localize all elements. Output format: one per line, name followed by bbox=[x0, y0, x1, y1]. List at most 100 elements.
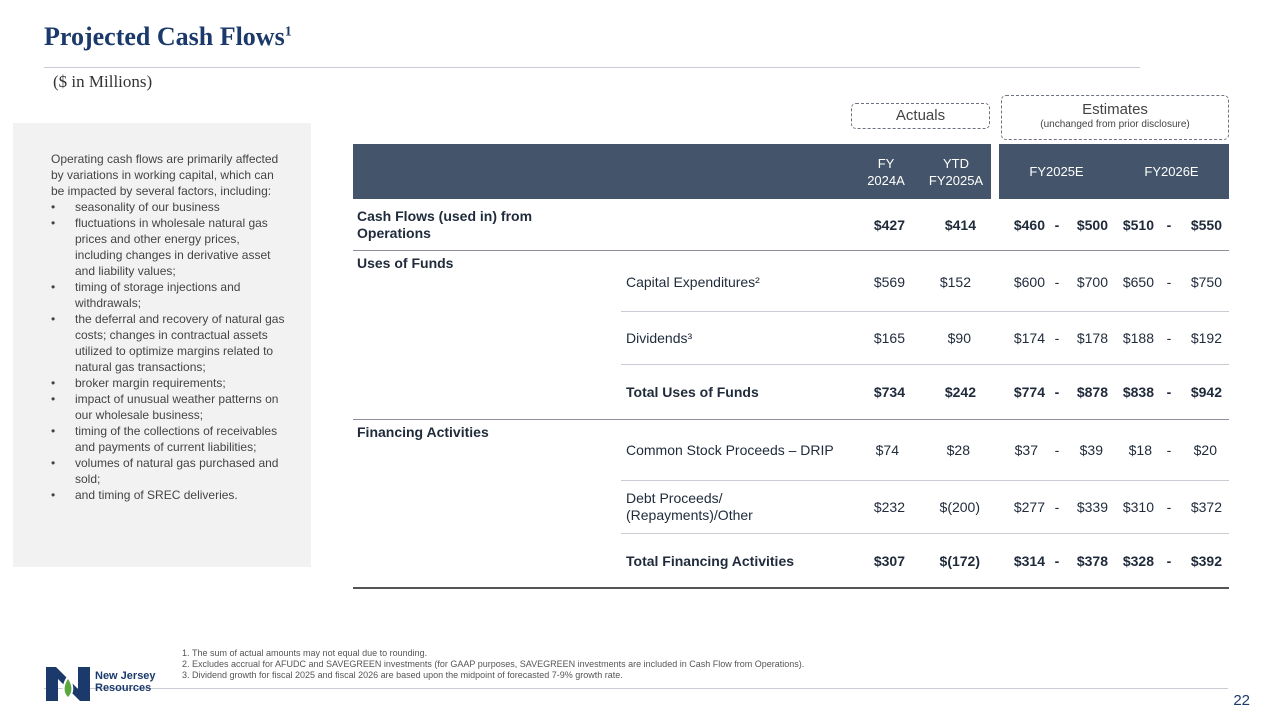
table-header-actuals: FY 2024A YTD FY2025A bbox=[353, 144, 991, 199]
cell-ops-ytd: $414 bbox=[944, 217, 976, 233]
cell-total-uses-e25-low: $774 bbox=[1013, 384, 1045, 400]
sidebar-bullet: seasonality of our business bbox=[51, 199, 285, 215]
cell-ops-e26-high: $550 bbox=[1190, 217, 1222, 233]
estimates-group-label: Estimates (unchanged from prior disclosu… bbox=[1001, 95, 1229, 140]
cell-dividends-e26-low: $188 bbox=[1122, 330, 1154, 346]
range-separator: - bbox=[1166, 217, 1172, 233]
cell-drip-fy24: $74 bbox=[875, 442, 899, 458]
page-title: Projected Cash Flows1 bbox=[44, 22, 292, 52]
sidebar-bullet-list: seasonality of our business fluctuations… bbox=[51, 199, 285, 503]
cell-total-uses-fy24: $734 bbox=[873, 384, 905, 400]
row-label-line: Operations bbox=[357, 225, 431, 241]
range-separator: - bbox=[1054, 217, 1060, 233]
cell-debt-e26-low: $310 bbox=[1122, 499, 1154, 515]
sidebar-bullet: fluctuations in wholesale natural gas pr… bbox=[51, 215, 285, 279]
cell-drip-e25-high: $39 bbox=[1079, 442, 1103, 458]
cell-total-fin-fy24: $307 bbox=[873, 553, 905, 569]
cell-total-fin-e25-high: $378 bbox=[1076, 553, 1108, 569]
cell-debt-e25-low: $277 bbox=[1013, 499, 1045, 515]
cell-dividends-e25-high: $178 bbox=[1076, 330, 1108, 346]
table-divider bbox=[621, 533, 1229, 534]
footer-divider bbox=[44, 688, 1228, 689]
logo-line: New Jersey bbox=[95, 670, 156, 682]
table-header-estimates: FY2025E FY2026E bbox=[999, 144, 1229, 199]
sidebar-bullet: impact of unusual weather patterns on ou… bbox=[51, 391, 285, 423]
cell-capex-fy24: $569 bbox=[873, 274, 905, 290]
cell-debt-fy24: $232 bbox=[873, 499, 905, 515]
sidebar-bullet: timing of storage injections and withdra… bbox=[51, 279, 285, 311]
column-header-fy2026e: FY2026E bbox=[1144, 164, 1199, 179]
row-label-debt: Debt Proceeds/(Repayments)/Other bbox=[626, 489, 753, 525]
range-separator: - bbox=[1054, 553, 1060, 569]
cell-ops-e25-low: $460 bbox=[1013, 217, 1045, 233]
row-label-line: Debt Proceeds/ bbox=[626, 490, 723, 506]
cell-total-fin-ytd: $(172) bbox=[939, 553, 980, 569]
cell-total-uses-e25-high: $878 bbox=[1076, 384, 1108, 400]
range-separator: - bbox=[1054, 384, 1060, 400]
cell-total-uses-e26-low: $838 bbox=[1122, 384, 1154, 400]
sidebar-note: Operating cash flows are primarily affec… bbox=[13, 123, 311, 567]
column-header-line: FY2025A bbox=[928, 172, 984, 188]
sidebar-bullet: and timing of SREC deliveries. bbox=[51, 487, 285, 503]
company-logo: New Jersey Resources bbox=[44, 663, 156, 701]
cell-total-fin-e26-high: $392 bbox=[1190, 553, 1222, 569]
table-bottom-border bbox=[353, 587, 1229, 589]
range-separator: - bbox=[1166, 553, 1172, 569]
cell-dividends-e26-high: $192 bbox=[1190, 330, 1222, 346]
cell-capex-e26-high: $750 bbox=[1190, 274, 1222, 290]
cell-debt-ytd: $(200) bbox=[939, 499, 980, 515]
cell-ops-e26-low: $510 bbox=[1122, 217, 1154, 233]
range-separator: - bbox=[1166, 499, 1172, 515]
page-subtitle: ($ in Millions) bbox=[53, 72, 153, 91]
row-label-operations: Cash Flows (used in) from Operations bbox=[357, 208, 532, 242]
range-separator: - bbox=[1054, 499, 1060, 515]
footnote: The sum of actual amounts may not equal … bbox=[192, 648, 804, 659]
range-separator: - bbox=[1166, 274, 1172, 290]
column-header-line: 2024A bbox=[867, 172, 905, 188]
estimates-title: Estimates bbox=[1082, 101, 1148, 118]
range-separator: - bbox=[1054, 330, 1060, 346]
table-divider bbox=[621, 480, 1229, 481]
cell-dividends-ytd: $90 bbox=[947, 330, 971, 346]
cell-capex-e25-high: $700 bbox=[1076, 274, 1108, 290]
row-label-dividends: Dividends³ bbox=[626, 330, 693, 346]
row-label-line: (Repayments)/Other bbox=[626, 507, 753, 523]
cell-debt-e25-high: $339 bbox=[1076, 499, 1108, 515]
cell-capex-ytd: $152 bbox=[939, 274, 971, 290]
range-separator: - bbox=[1166, 442, 1172, 458]
title-divider bbox=[44, 67, 1140, 68]
cell-ops-e25-high: $500 bbox=[1076, 217, 1108, 233]
cell-dividends-fy24: $165 bbox=[873, 330, 905, 346]
table-divider bbox=[353, 419, 1229, 420]
njr-logo-icon bbox=[46, 667, 90, 701]
range-separator: - bbox=[1054, 442, 1060, 458]
page-number: 22 bbox=[1233, 692, 1250, 709]
cell-drip-e26-high: $20 bbox=[1193, 442, 1217, 458]
row-label-total-financing: Total Financing Activities bbox=[626, 553, 795, 569]
sidebar-intro: Operating cash flows are primarily affec… bbox=[51, 152, 279, 198]
logo-line: Resources bbox=[95, 682, 152, 694]
cell-dividends-e25-low: $174 bbox=[1013, 330, 1045, 346]
footnotes: The sum of actual amounts may not equal … bbox=[172, 648, 804, 681]
column-header-fy2024a: FY 2024A bbox=[851, 155, 921, 189]
table-divider bbox=[621, 311, 1229, 312]
column-header-line: FY bbox=[877, 155, 895, 171]
range-separator: - bbox=[1054, 274, 1060, 290]
column-header-fy2025e: FY2025E bbox=[1029, 164, 1084, 179]
row-label-drip: Common Stock Proceeds – DRIP bbox=[626, 442, 834, 458]
actuals-group-label: Actuals bbox=[851, 103, 990, 129]
section-title-uses: Uses of Funds bbox=[357, 255, 454, 271]
sidebar-bullet: timing of the collections of receivables… bbox=[51, 423, 285, 455]
table-divider bbox=[621, 364, 1229, 365]
cell-total-fin-e26-low: $328 bbox=[1122, 553, 1154, 569]
row-label-total-uses: Total Uses of Funds bbox=[626, 384, 759, 400]
cell-debt-e26-high: $372 bbox=[1190, 499, 1222, 515]
cell-drip-e26-low: $18 bbox=[1128, 442, 1152, 458]
footnote: Dividend growth for fiscal 2025 and fisc… bbox=[192, 670, 804, 681]
sidebar-bullet: broker margin requirements; bbox=[51, 375, 285, 391]
cell-drip-ytd: $28 bbox=[946, 442, 970, 458]
table-divider bbox=[353, 250, 1229, 251]
cell-total-uses-ytd: $242 bbox=[944, 384, 976, 400]
cell-total-fin-e25-low: $314 bbox=[1013, 553, 1045, 569]
column-header-line: YTD bbox=[943, 155, 969, 171]
